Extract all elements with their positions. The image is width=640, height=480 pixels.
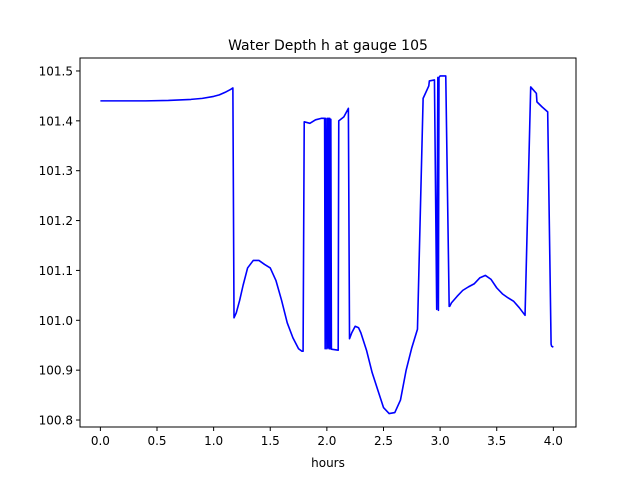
series-line-0 <box>100 75 554 415</box>
x-tick-label: 3.0 <box>431 434 450 448</box>
x-tick-label: 2.0 <box>317 434 336 448</box>
y-tick-label: 101.0 <box>39 314 73 328</box>
y-axis: 100.8 100.9 101.0 101.1 101.2 101.3 101.4 101.5 <box>39 64 80 428</box>
x-tick-label: 1.5 <box>261 434 280 448</box>
y-tick-label: 100.9 <box>39 364 73 378</box>
x-tick-label: 4.0 <box>544 434 563 448</box>
x-tick-label: 3.5 <box>487 434 506 448</box>
y-tick-label: 101.4 <box>39 114 73 128</box>
x-tick-label: 2.5 <box>374 434 393 448</box>
plot-area <box>100 75 554 415</box>
x-axis-label: hours <box>311 456 345 470</box>
y-tick-label: 101.2 <box>39 214 73 228</box>
x-axis: 0.0 0.5 1.0 1.5 2.0 2.5 3.0 3.5 4.0 <box>91 427 563 448</box>
chart-title: Water Depth h at gauge 105 <box>228 38 428 54</box>
x-tick-label: 1.0 <box>204 434 223 448</box>
y-tick-label: 101.5 <box>39 64 73 78</box>
axes-frame <box>79 57 577 428</box>
x-tick-label: 0.5 <box>147 434 166 448</box>
y-tick-label: 100.8 <box>39 414 73 428</box>
y-tick-label: 101.1 <box>39 264 73 278</box>
x-tick-label: 0.0 <box>91 434 110 448</box>
y-tick-label: 101.3 <box>39 164 73 178</box>
